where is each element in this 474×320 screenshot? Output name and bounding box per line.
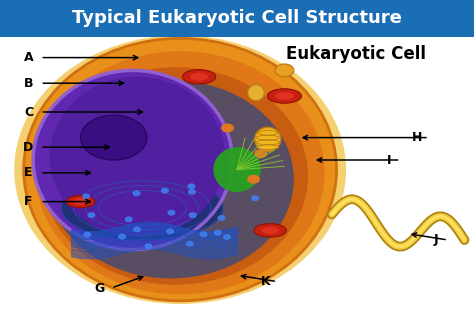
Circle shape [134,227,140,232]
Ellipse shape [258,131,278,135]
Text: D: D [23,141,34,154]
Text: A: A [24,51,33,64]
Ellipse shape [213,147,261,192]
Circle shape [224,235,230,239]
Text: B: B [24,77,33,90]
Circle shape [187,242,193,246]
Circle shape [214,230,221,235]
Circle shape [255,150,266,157]
Ellipse shape [261,227,279,234]
Ellipse shape [43,67,308,285]
Ellipse shape [257,145,279,149]
Ellipse shape [275,64,294,77]
Ellipse shape [62,176,223,240]
Ellipse shape [24,38,337,301]
Ellipse shape [50,77,225,237]
Text: I: I [386,154,391,166]
Circle shape [126,217,132,221]
Circle shape [133,191,140,196]
Circle shape [252,196,258,200]
Circle shape [189,190,195,194]
Ellipse shape [66,196,95,208]
Text: Eukaryotic Cell: Eukaryotic Cell [285,45,426,63]
Text: E: E [24,166,33,179]
Ellipse shape [81,115,147,160]
Ellipse shape [255,127,281,151]
Circle shape [162,188,168,193]
Text: H: H [412,131,422,144]
Circle shape [218,216,225,220]
Circle shape [200,232,207,236]
Text: F: F [24,195,33,208]
Text: K: K [261,275,270,288]
Circle shape [83,194,90,199]
Circle shape [119,235,126,239]
Circle shape [188,184,195,188]
Ellipse shape [256,140,280,145]
Ellipse shape [33,70,232,250]
Text: Typical Eukaryotic Cell Structure: Typical Eukaryotic Cell Structure [72,9,402,28]
Ellipse shape [254,224,286,237]
Ellipse shape [275,92,294,100]
Circle shape [88,213,95,217]
Ellipse shape [14,35,346,304]
Circle shape [248,175,259,183]
Ellipse shape [247,85,264,101]
Ellipse shape [36,51,325,294]
Circle shape [190,213,196,217]
Ellipse shape [267,89,301,103]
Circle shape [222,124,233,132]
Ellipse shape [73,198,88,205]
Ellipse shape [190,73,208,81]
Circle shape [145,244,152,248]
Ellipse shape [182,70,216,84]
Circle shape [167,229,173,234]
Circle shape [84,232,91,237]
FancyBboxPatch shape [0,37,474,320]
Text: G: G [94,282,105,294]
Ellipse shape [256,135,279,140]
Text: C: C [24,106,33,118]
Text: J: J [434,234,438,246]
Ellipse shape [47,80,294,278]
Circle shape [168,211,175,215]
FancyBboxPatch shape [0,0,474,37]
